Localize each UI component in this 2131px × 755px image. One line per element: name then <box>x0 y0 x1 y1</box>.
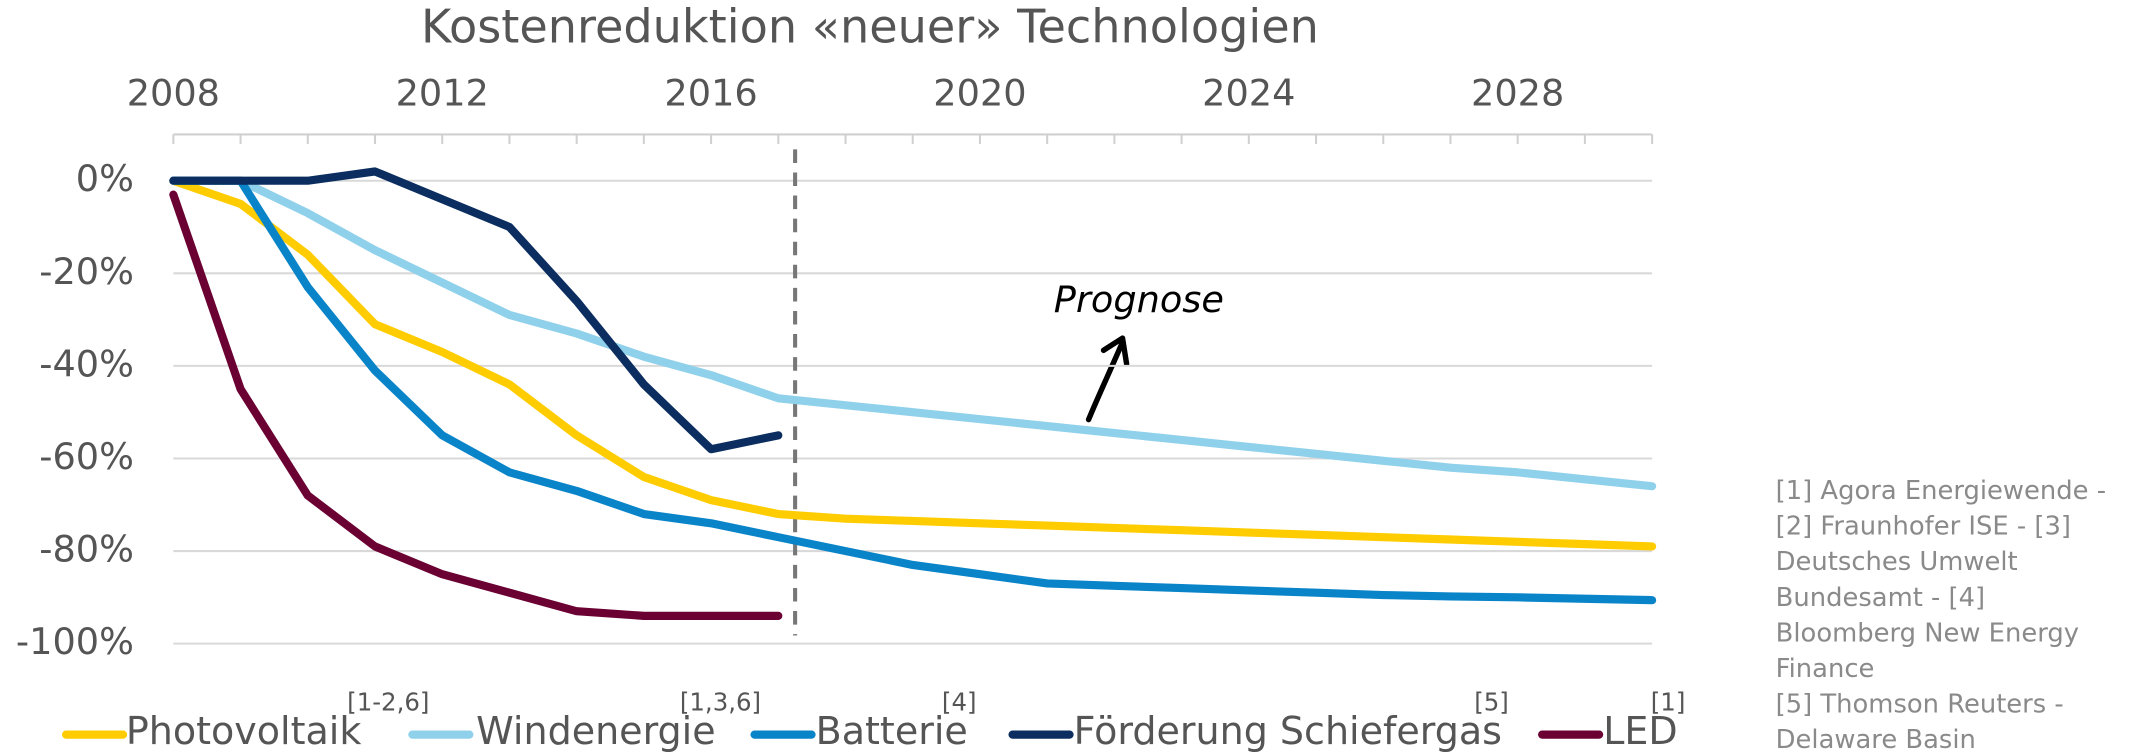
annotation: Prognose <box>1054 278 1224 321</box>
x-tick-label: 2008 <box>127 72 220 115</box>
source-line: [5] Thomson Reuters - <box>1776 690 2064 720</box>
source-line: Deutsches Umwelt <box>1776 547 2018 577</box>
legend-footnote: [4] <box>942 687 977 716</box>
series-line <box>169 167 783 454</box>
y-tick-label: -20% <box>39 250 134 293</box>
x-tick-label: 2020 <box>933 72 1026 115</box>
annotation-arrow <box>1085 335 1130 423</box>
source-line: Bloomberg New Energy <box>1776 618 2079 648</box>
legend-footnote: [1] <box>1651 687 1686 716</box>
series-line <box>169 176 1657 551</box>
y-tick-label: -60% <box>39 435 134 478</box>
y-tick-label: -80% <box>39 528 134 571</box>
x-tick-label: 2024 <box>1202 72 1295 115</box>
y-tick-label: -40% <box>39 342 134 385</box>
legend-label: Photovoltaik <box>126 709 362 753</box>
legend-footnote: [1-2,6] <box>347 687 429 716</box>
y-tick-label: 0% <box>76 157 134 200</box>
series-line <box>169 176 1657 491</box>
legend-label: Windenergie <box>476 709 715 753</box>
legend-label: Batterie <box>816 709 968 753</box>
series-line <box>169 190 783 620</box>
source-line: [1] Agora Energiewende - <box>1776 476 2106 506</box>
x-tick-label: 2016 <box>664 72 757 115</box>
legend-label: LED <box>1603 709 1677 753</box>
source-line: [2] Fraunhofer ISE - [3] <box>1776 512 2071 542</box>
x-tick-label: 2012 <box>396 72 489 115</box>
x-tick-label: 2028 <box>1471 72 1564 115</box>
source-line: Finance <box>1776 654 1875 684</box>
legend-label: Förderung Schiefergas <box>1074 709 1502 753</box>
source-line: Delaware Basin <box>1776 725 1976 755</box>
legend-footnote: [1,3,6] <box>680 687 761 716</box>
series-line <box>169 176 1657 605</box>
source-line: Bundesamt - [4] <box>1776 583 1985 613</box>
y-tick-label: -100% <box>16 620 134 663</box>
legend-footnote: [5] <box>1474 687 1509 716</box>
chart-title: Kostenreduktion «neuer» Technologien <box>421 0 1319 53</box>
